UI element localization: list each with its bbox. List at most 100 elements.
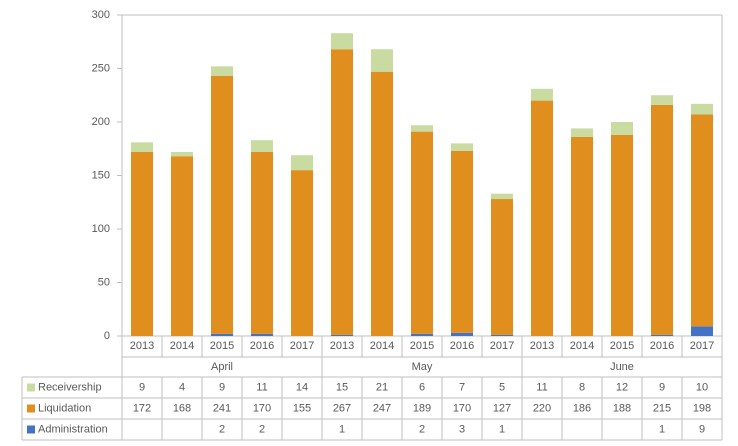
bar-segment [331, 334, 353, 336]
table-value: 267 [333, 402, 351, 414]
table-value: 172 [133, 402, 151, 414]
bar-segment [411, 125, 433, 132]
y-tick-label: 50 [98, 276, 110, 288]
bar-segment [331, 33, 353, 50]
bar-segment [451, 332, 473, 336]
bar-segment [651, 95, 673, 105]
table-value: 7 [459, 381, 465, 393]
bar-segment [491, 193, 513, 200]
bar-segment [411, 131, 433, 334]
x-tick-label: 2017 [490, 340, 514, 352]
table-value: 9 [219, 381, 225, 393]
bar-segment [691, 114, 713, 327]
legend-label: Receivership [38, 381, 102, 393]
table-value: 168 [173, 402, 191, 414]
y-tick-label: 0 [104, 330, 110, 342]
legend-swatch [27, 404, 35, 413]
group-label: June [610, 361, 634, 373]
bar-segment [211, 75, 233, 334]
table-value: 3 [459, 423, 465, 435]
table-value: 11 [536, 381, 547, 393]
bar-segment [491, 199, 513, 335]
table-value: 127 [493, 402, 511, 414]
table-value: 1 [659, 423, 665, 435]
x-tick-label: 2014 [370, 340, 394, 352]
bar-segment [411, 333, 433, 336]
bar-segment [211, 333, 233, 336]
table-value: 215 [653, 402, 671, 414]
table-value: 9 [139, 381, 145, 393]
group-label: April [211, 361, 233, 373]
y-tick-label: 150 [92, 169, 110, 181]
bar-segment [251, 333, 273, 336]
table-value: 11 [256, 381, 267, 393]
x-tick-label: 2014 [570, 340, 594, 352]
table-value: 10 [696, 381, 708, 393]
bar-segment [251, 140, 273, 152]
x-tick-label: 2013 [130, 340, 154, 352]
bar-segment [291, 155, 313, 171]
table-value: 247 [373, 402, 391, 414]
table-value: 170 [253, 402, 271, 414]
table-value: 6 [419, 381, 425, 393]
bar-segment [531, 88, 553, 101]
bar-segment [451, 150, 473, 333]
table-value: 12 [616, 381, 628, 393]
y-tick-label: 200 [92, 116, 110, 128]
bar-segment [531, 100, 553, 336]
bar-segment [691, 103, 713, 115]
table-value: 1 [339, 423, 345, 435]
table-value: 220 [533, 402, 551, 414]
table-value: 198 [693, 402, 711, 414]
bar-segment [331, 49, 353, 335]
table-value: 189 [413, 402, 431, 414]
table-value: 5 [499, 381, 505, 393]
x-tick-label: 2017 [290, 340, 314, 352]
x-tick-label: 2015 [210, 340, 234, 352]
table-value: 186 [573, 402, 591, 414]
bar-segment [651, 334, 673, 336]
bar-segment [371, 71, 393, 337]
table-value: 2 [259, 423, 265, 435]
legend-swatch [27, 383, 35, 392]
table-value: 14 [296, 381, 308, 393]
x-tick-label: 2015 [410, 340, 434, 352]
table-value: 9 [659, 381, 665, 393]
x-tick-label: 2015 [610, 340, 634, 352]
table-value: 21 [376, 381, 388, 393]
table-value: 2 [219, 423, 225, 435]
legend-swatch [27, 425, 35, 434]
table-value: 155 [293, 402, 311, 414]
bar-segment [211, 66, 233, 76]
x-tick-label: 2017 [690, 340, 714, 352]
bar-segment [651, 104, 673, 335]
group-label: May [412, 361, 433, 373]
table-value: 15 [336, 381, 348, 393]
bar-segment [451, 143, 473, 151]
y-tick-label: 300 [92, 9, 110, 21]
table-value: 170 [453, 402, 471, 414]
table-value: 2 [419, 423, 425, 435]
x-tick-label: 2014 [170, 340, 194, 352]
x-tick-label: 2016 [250, 340, 274, 352]
bar-segment [611, 134, 633, 336]
x-tick-label: 2016 [650, 340, 674, 352]
y-tick-label: 100 [92, 223, 110, 235]
y-tick-label: 250 [92, 62, 110, 74]
bar-segment [691, 326, 713, 336]
x-tick-label: 2013 [530, 340, 554, 352]
x-tick-label: 2013 [330, 340, 354, 352]
legend-label: Liquidation [38, 402, 91, 414]
bar-segment [291, 170, 313, 336]
bar-segment [571, 128, 593, 137]
bar-segment [131, 142, 153, 152]
legend-label: Administration [38, 423, 108, 435]
bar-segment [171, 151, 193, 157]
bar-segment [251, 151, 273, 334]
bar-segment [491, 334, 513, 336]
bar-segment [371, 49, 393, 72]
bar-segment [571, 136, 593, 336]
table-value: 8 [579, 381, 585, 393]
bar-segment [171, 156, 193, 336]
